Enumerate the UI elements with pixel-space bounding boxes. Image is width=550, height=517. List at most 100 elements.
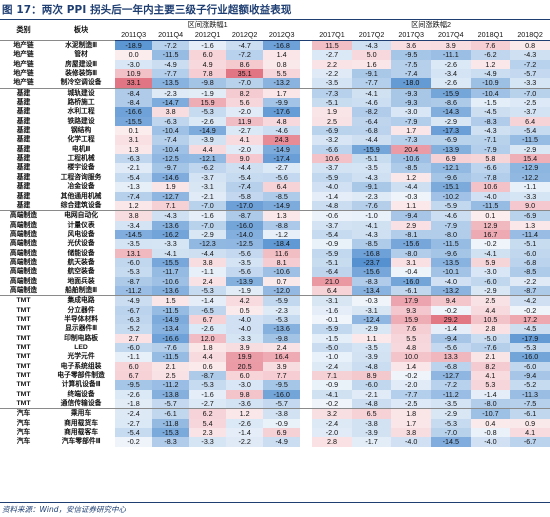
category-cell: TMT (16, 344, 31, 351)
value-cell: -1.9 (226, 285, 264, 296)
gap-cell (300, 87, 313, 99)
value-cell: 1.2 (226, 408, 264, 419)
gap-cell (300, 380, 312, 389)
value-cell: -16.6 (115, 107, 153, 117)
value-cell: -4.0 (312, 182, 352, 192)
gap-cell (300, 267, 312, 276)
value-cell: -6.0 (470, 276, 511, 286)
value-cell: 13.3 (431, 352, 471, 362)
value-cell: -5.6 (263, 172, 301, 183)
value-cell: -11.2 (431, 389, 471, 400)
value-cell: -14.9 (189, 126, 227, 136)
value-cell: -8.5 (391, 163, 431, 173)
value-cell: -4.0 (470, 191, 511, 201)
value-cell: -7.0 (189, 220, 227, 230)
value-cell: -4.3 (351, 229, 392, 240)
gap-cell (300, 154, 312, 163)
value-cell: -17.4 (263, 154, 301, 164)
value-cell: -7.0 (431, 428, 471, 438)
value-cell: 3.2 (312, 408, 352, 419)
table-row: TMT 集成电路 -4.9 1.5 -1.4 4.2 -5.9 -3.1 -0.3 17.9 9.4… (0, 295, 550, 306)
table-row: 地产链 管材 0.0 -11.5 6.0 -7.2 1.4 -2.7 5.0 -9.5 -11.1-… (0, 50, 550, 60)
value-cell: -1.9 (189, 87, 227, 99)
sector-cell: 工程机械 (67, 155, 95, 163)
value-cell: -7.6 (470, 343, 511, 353)
value-cell: -5.9 (312, 324, 352, 334)
value-cell: -2.6 (431, 78, 471, 89)
gap-cell (300, 408, 313, 419)
value-cell: -3.5 (226, 257, 264, 268)
value-cell: -4.1 (470, 248, 511, 258)
value-cell: -0.2 (391, 371, 431, 381)
gap-cell (300, 230, 312, 239)
value-cell: -9.8 (263, 333, 301, 343)
value-cell: -2.7 (226, 126, 264, 136)
value-cell: -0.9 (312, 380, 352, 390)
value-cell: -2.0 (226, 107, 264, 117)
value-cell: 1.3 (510, 220, 550, 230)
sector-cell: 地面兵装 (67, 277, 95, 285)
value-cell: -5.9 (312, 172, 352, 183)
value-cell: -6.0 (115, 257, 153, 268)
value-cell: -7.7 (391, 389, 431, 400)
value-cell: -5.9 (263, 295, 301, 306)
value-cell: 5.6 (226, 98, 264, 108)
value-cell: -16.8 (263, 40, 301, 51)
quarter-header: 2012Q3 (263, 30, 301, 41)
gap-cell (300, 163, 312, 172)
value-cell: -14.5 (431, 437, 471, 447)
table-row: TMT LED -6.0 -7.6 1.8 3.9 2.4 -5.0 -3.5 4.8 -5.6 -7… (0, 343, 550, 353)
table-row: TMT 通信传输设备 -1.8 -5.7 -2.7 -3.6 -5.7 -0.2 -4.8 -2.… (0, 399, 550, 409)
value-cell: -7.7 (152, 69, 190, 79)
value-cell: 2.5 (152, 371, 190, 381)
value-cell: 2.5 (470, 295, 511, 306)
value-cell: -11.4 (510, 229, 550, 240)
value-cell: -6.2 (470, 50, 511, 60)
value-cell: -5.7 (510, 69, 550, 79)
value-cell: -4.1 (152, 248, 190, 258)
table-row: 基建 城轨建设 -8.4 -2.3 -1.9 8.2 1.7 -7.3 -4.1 -9.3 -15.… (0, 87, 550, 99)
gap-cell (300, 306, 312, 315)
value-cell: -7.5 (391, 59, 431, 70)
gap-cell (300, 399, 312, 409)
value-cell: -3.2 (312, 135, 352, 145)
value-cell: -0.2 (510, 305, 550, 315)
value-cell: -0.3 (391, 191, 431, 201)
value-cell: -12.7 (152, 191, 190, 201)
quarter-header: 2017Q1 (312, 30, 352, 41)
value-cell: -10.6 (263, 267, 301, 277)
value-cell: 1.4 (391, 361, 431, 372)
quarter-header: 2012Q1 (189, 30, 227, 41)
value-cell: -2.9 (189, 229, 227, 240)
value-cell: -8.0 (470, 399, 511, 409)
table-row: TMT 终端设备 -2.6 -13.8 -1.6 9.8 -16.0 -4.1 -2.1 -7.7… (0, 389, 550, 400)
gap-cell (300, 239, 312, 248)
value-cell: 1.3 (263, 210, 301, 221)
value-cell: -6.0 (510, 361, 550, 372)
sector-cell: 船舶制造Ⅲ (65, 286, 97, 294)
category-cell: TMT (16, 325, 31, 333)
value-cell: -6.0 (351, 380, 392, 390)
value-cell: -6.4 (312, 267, 352, 277)
table-row: 汽车 乘用车 -2.4 -6.1 6.2 1.2 -3.8 3.2 6.5 1.8 -2.9 -10.… (0, 408, 550, 419)
value-cell: -4.3 (351, 40, 392, 51)
quarter-header: 2017Q3 (391, 30, 431, 41)
value-cell: 7.7 (263, 371, 301, 381)
value-cell: 5.8 (470, 154, 511, 164)
table-row: 基建 铁路建设 -15.5 -6.3 -2.6 11.9 4.8 2.5 -6.4 -7.9 -2.… (0, 116, 550, 127)
value-cell: -6.0 (510, 248, 550, 258)
sector-cell: 电子系统组装 (60, 362, 102, 370)
value-cell: -4.8 (351, 399, 392, 409)
gap-cell (300, 419, 312, 428)
sector-cell: 终端设备 (67, 390, 95, 398)
value-cell: -4.0 (470, 437, 511, 447)
value-cell: -7.4 (226, 182, 264, 192)
value-cell: -10.6 (391, 154, 431, 164)
value-cell: -2.2 (312, 69, 352, 79)
value-cell: -13.8 (152, 389, 190, 400)
quarter-header: 2018Q2 (510, 30, 550, 41)
value-cell: 0.6 (189, 361, 227, 372)
value-cell: -2.3 (152, 87, 190, 99)
sector-cell: 冶金设备 (67, 183, 95, 191)
